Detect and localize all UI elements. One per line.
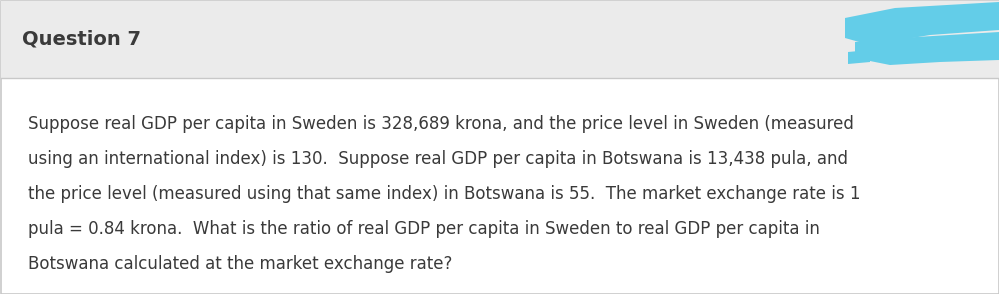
Bar [1,1,998,78]
Text: Question 7: Question 7 [22,29,141,49]
Polygon shape [848,50,870,64]
Polygon shape [855,32,999,65]
Text: Botswana calculated at the market exchange rate?: Botswana calculated at the market exchan… [28,255,453,273]
Text: Suppose real GDP per capita in Sweden is 328,689 krona, and the price level in S: Suppose real GDP per capita in Sweden is… [28,115,854,133]
Polygon shape [845,2,999,45]
Text: pula = 0.84 krona.  What is the ratio of real GDP per capita in Sweden to real G: pula = 0.84 krona. What is the ratio of … [28,220,820,238]
Text: using an international index) is 130.  Suppose real GDP per capita in Botswana i: using an international index) is 130. Su… [28,150,848,168]
Text: the price level (measured using that same index) in Botswana is 55.  The market : the price level (measured using that sam… [28,185,860,203]
